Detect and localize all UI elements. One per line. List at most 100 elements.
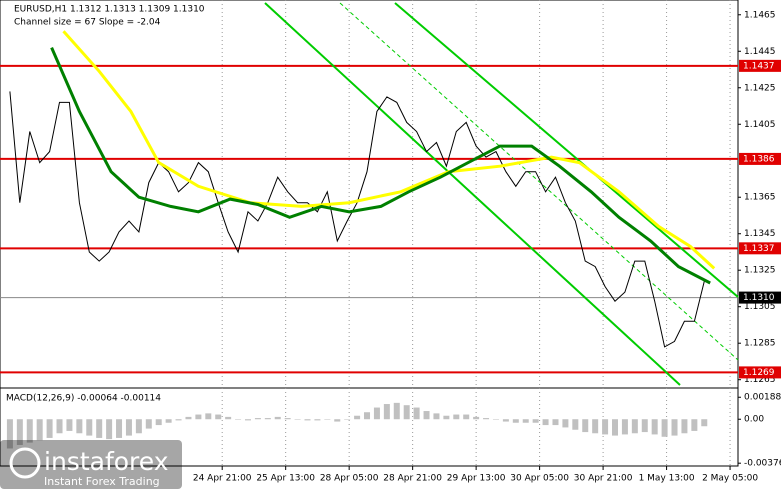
macd-bar	[235, 419, 242, 420]
macd-bar	[185, 416, 192, 420]
macd-bar	[76, 419, 83, 434]
macd-bar	[483, 418, 490, 420]
macd-bar	[433, 413, 440, 420]
macd-bar	[106, 419, 113, 440]
watermark-tagline: Instant Forex Trading	[44, 475, 160, 488]
macd-bar	[284, 418, 291, 420]
macd-bar	[56, 419, 63, 434]
upper-layer: 24 Apr 21:00 25 Apr 13:00 28 Apr 05:00 28 A…	[6, 10, 781, 484]
price-line	[9, 91, 705, 348]
macd-bar	[661, 419, 668, 437]
macd-bar	[701, 419, 708, 427]
macd-bar	[681, 419, 688, 434]
macd-bar	[225, 416, 232, 420]
y-tick-label: 1.1445	[744, 47, 776, 57]
macd-bar	[125, 419, 132, 436]
level-label: 1.1337	[743, 244, 775, 254]
macd-bar	[86, 419, 93, 436]
macd-bar	[324, 419, 331, 420]
level-label-bg	[739, 59, 781, 72]
macd-bar	[373, 407, 380, 420]
channel-line	[264, 2, 681, 386]
x-tick-label: 24 Apr 21:00	[193, 474, 252, 484]
macd-bar	[641, 419, 648, 433]
watermark-icon	[9, 447, 41, 479]
macd-bar	[26, 419, 33, 443]
level-label: 1.1437	[743, 61, 775, 71]
macd-bar	[334, 419, 341, 422]
level-label: 1.1386	[743, 154, 775, 164]
macd-bar	[304, 419, 311, 421]
level-label-bg	[739, 152, 781, 165]
y-tick-label: 0.00	[744, 415, 764, 425]
x-tick-label: 30 Apr 21:00	[574, 474, 633, 484]
macd-bar	[165, 419, 172, 423]
macd-bar	[264, 418, 271, 420]
macd-bar	[364, 412, 371, 420]
macd-bar	[532, 419, 539, 423]
macd-bar	[244, 419, 251, 421]
macd-bar	[492, 419, 499, 420]
macd-bar	[155, 419, 162, 426]
macd-bar	[502, 419, 509, 422]
macd-bar	[6, 419, 13, 449]
macd-bar	[621, 419, 628, 435]
macd-bar	[651, 419, 658, 435]
y-tick-label: 1.1425	[744, 83, 776, 93]
level-label-bg	[739, 242, 781, 255]
macd-bar	[254, 418, 261, 420]
macd-title: MACD(12,26,9) -0.00064 -0.00114	[6, 394, 161, 404]
y-tick-label: -0.00376	[744, 459, 781, 469]
x-tick-label: 1 May 13:00	[639, 474, 695, 484]
macd-bar	[522, 419, 529, 423]
macd-bar	[393, 402, 400, 420]
macd-bar	[66, 419, 73, 431]
macd-bar	[383, 404, 390, 420]
last-price-label: 1.1310	[743, 293, 775, 303]
x-tick-label: 28 Apr 05:00	[320, 474, 379, 484]
macd-bar	[453, 414, 460, 420]
macd-bar	[195, 414, 202, 420]
channel-line	[394, 2, 739, 298]
watermark-brand: instaforex	[44, 447, 169, 476]
macd-bar	[314, 419, 321, 421]
macd-bar	[463, 414, 470, 420]
macd-bar	[582, 419, 589, 433]
macd-bar	[572, 419, 579, 430]
macd-bar	[691, 419, 698, 431]
moving-average	[50, 47, 711, 285]
macd-bar	[145, 419, 152, 429]
x-tick-label: 28 Apr 21:00	[383, 474, 442, 484]
last-price-bg	[739, 291, 781, 304]
macd-bar	[562, 419, 569, 428]
macd-bar	[96, 419, 103, 438]
macd-bar	[205, 413, 212, 420]
macd-bar	[344, 419, 351, 420]
macd-bar	[46, 419, 53, 438]
lower-layer	[0, 0, 738, 466]
macd-bar	[36, 419, 43, 441]
level-label-bg	[739, 366, 781, 379]
x-tick-label: 30 Apr 05:00	[510, 474, 569, 484]
macd-bar	[592, 419, 599, 434]
macd-bar	[274, 416, 281, 420]
y-tick-label: 1.1285	[744, 339, 776, 349]
chart-subtitle: Channel size = 67 Slope = -2.04	[14, 18, 161, 28]
macd-bar	[175, 419, 182, 421]
macd-bar	[473, 416, 480, 420]
macd-bar	[135, 419, 142, 434]
x-tick-label: 2 May 05:00	[702, 474, 758, 484]
chart-title: EURUSD,H1 1.1312 1.1313 1.1309 1.1310	[14, 5, 205, 15]
macd-bar	[512, 419, 519, 423]
y-tick-label: 1.1465	[744, 10, 776, 20]
macd-bar	[16, 419, 23, 445]
watermark-bg	[0, 440, 182, 489]
y-tick-label: 1.1325	[744, 266, 776, 276]
level-label: 1.1269	[743, 368, 775, 378]
macd-bar	[423, 411, 430, 420]
macd-bar	[116, 419, 123, 438]
macd-bar	[612, 419, 618, 436]
y-tick-label: 0.00188	[744, 393, 781, 403]
